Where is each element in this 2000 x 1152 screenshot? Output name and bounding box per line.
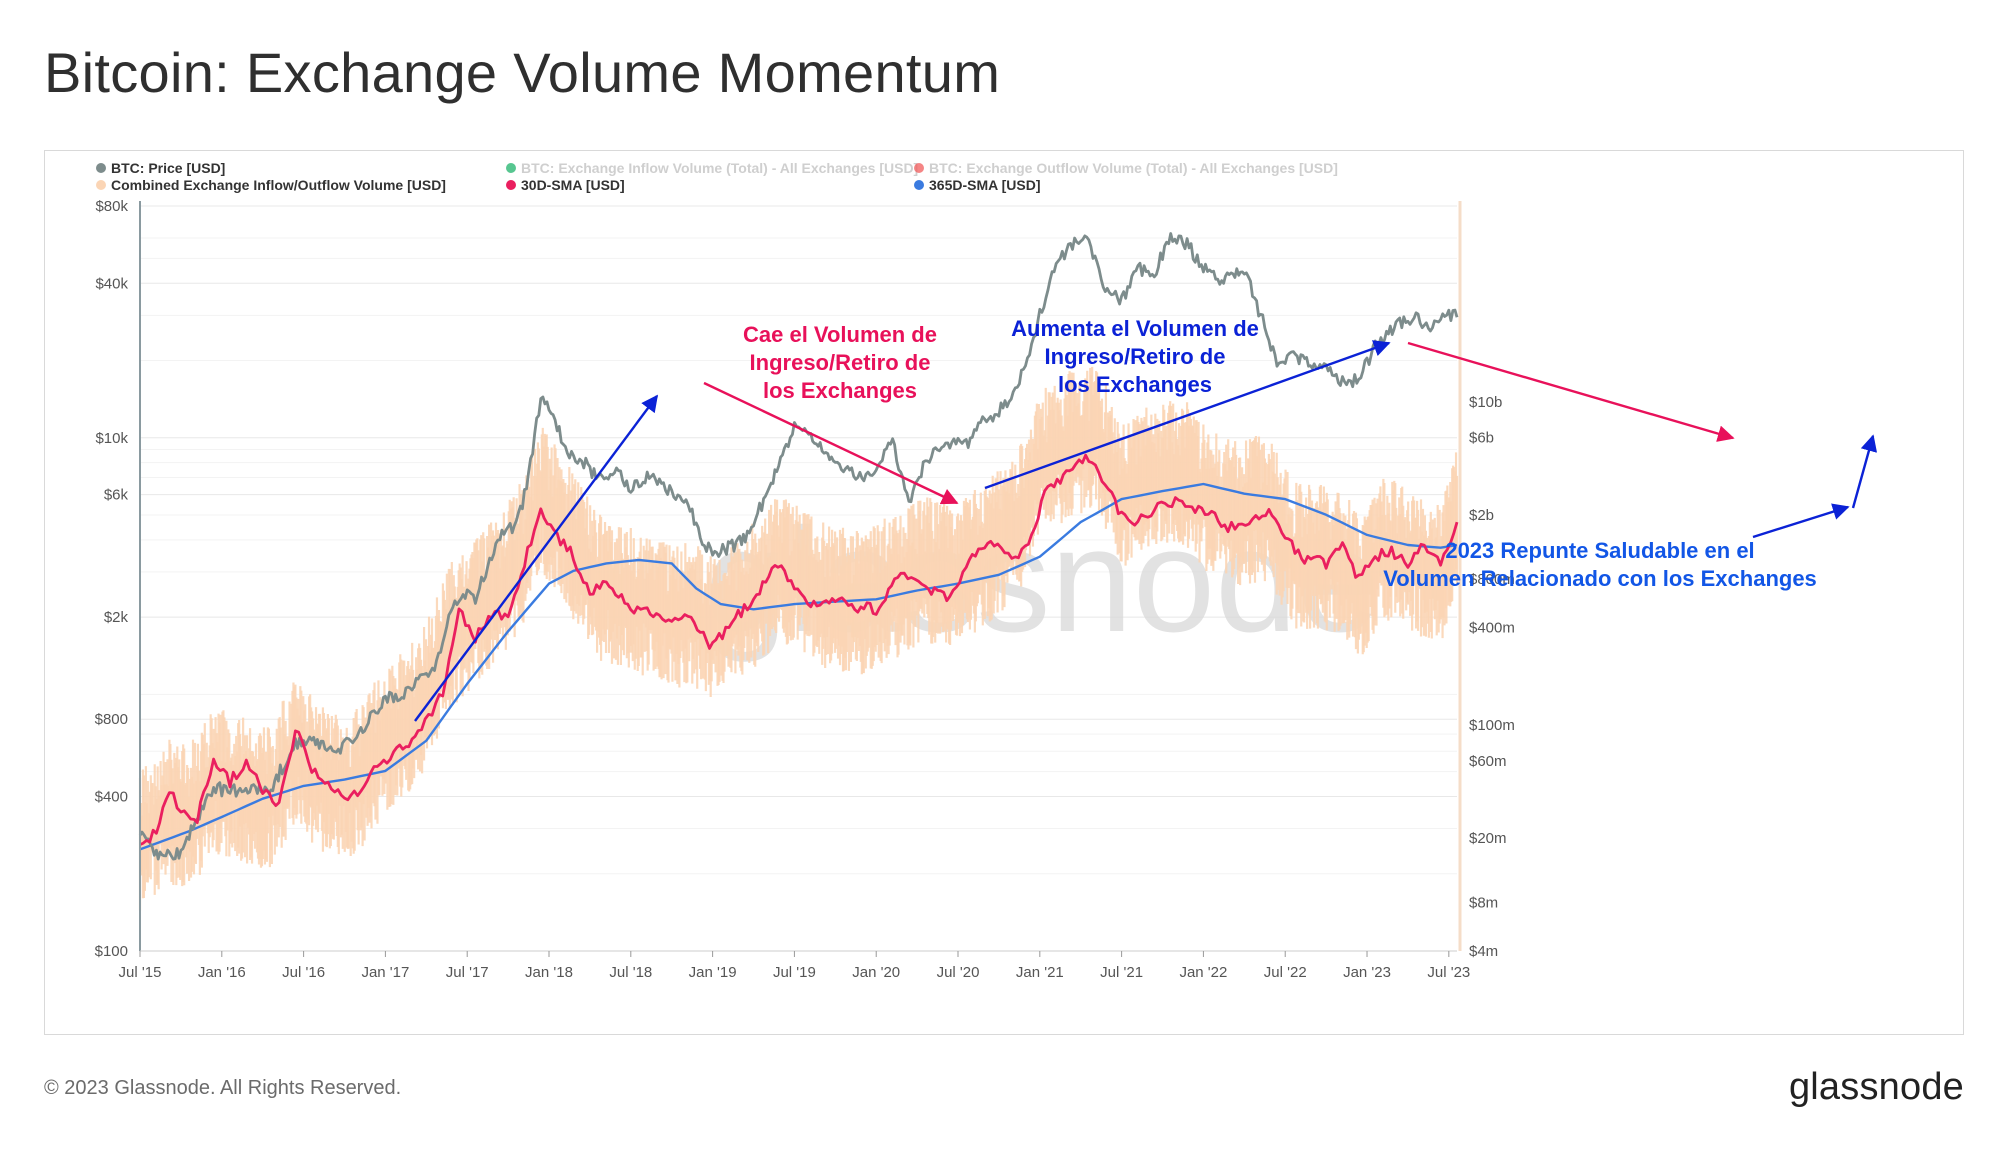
y-left-tick-label: $100 (95, 943, 128, 960)
y-right-tick-label: $8m (1469, 894, 1498, 911)
sma365-series (139, 482, 1458, 851)
x-tick-label: Jan '17 (361, 964, 409, 981)
x-tick-label: Jan '16 (198, 964, 246, 981)
legend-marker (506, 180, 516, 190)
arrow-decline-2018 (703, 381, 959, 505)
sma365-line (139, 482, 1458, 851)
x-tick-label: Jul '23 (1427, 964, 1470, 981)
arrow-rise-2019-2021 (984, 340, 1391, 490)
arrow-rally-2017 (414, 394, 659, 722)
annotation-text: los Exchanges (763, 378, 917, 403)
x-tick-label: Jul '16 (282, 964, 325, 981)
sma30-series (139, 453, 1459, 846)
legend-marker (914, 163, 924, 173)
y-right-tick-label: $6b (1469, 430, 1494, 447)
axes: $100 $400 $800 $2k $6k $10k $40k $80k $4m $8m $20m… (95, 198, 1515, 981)
annotation-text: 2023 Repunte Saludable en el (1445, 538, 1754, 563)
annotation-text: Cae el Volumen de (743, 322, 937, 347)
legend-marker (914, 180, 924, 190)
chart-frame: glassnode $100 $400 $800 $2k $6k $10k $40k $80k… (44, 150, 1964, 1035)
glassnode-logo: glassnode (1788, 1066, 1964, 1108)
legend-marker (96, 180, 106, 190)
y-right-tick-label: $800m (1469, 571, 1515, 588)
arrow-2023-a (1752, 503, 1850, 539)
legend-marker (506, 163, 516, 173)
legend-label: 30D-SMA [USD] (521, 177, 625, 193)
x-tick-label: Jul '20 (937, 964, 980, 981)
exchange-volume-chart: glassnode $100$400$800$2k$6k$10k$40k$80k… (95, 160, 1878, 981)
y-right-tick-label: $10b (1469, 394, 1502, 411)
annotation-text: los Exchanges (1058, 372, 1212, 397)
x-tick-label: Jul '15 (119, 964, 162, 981)
legend-label: BTC: Exchange Inflow Volume (Total) - Al… (521, 160, 918, 176)
annotation-text: Ingreso/Retiro de (1045, 344, 1226, 369)
legend-label: Combined Exchange Inflow/Outflow Volume … (111, 177, 446, 193)
y-right-tick-label: $2b (1469, 507, 1494, 524)
x-tick-label: Jan '18 (525, 964, 573, 981)
y-left-tick-label: $800 (95, 711, 128, 728)
x-tick-label: Jul '17 (446, 964, 489, 981)
annotation-text: Aumenta el Volumen de (1011, 316, 1259, 341)
x-tick-label: Jul '21 (1100, 964, 1143, 981)
arrow-decline-2022 (1407, 341, 1735, 442)
sma30-line (139, 453, 1459, 846)
y-left-tick-label: $400 (95, 788, 128, 805)
y-right-tick-label: $400m (1469, 620, 1515, 637)
y-left-tick-label: $10k (95, 430, 128, 447)
x-tick-label: Jul '18 (609, 964, 652, 981)
page-title: Bitcoin: Exchange Volume Momentum (44, 41, 1001, 104)
y-right-tick-label: $100m (1469, 717, 1515, 734)
price-line (138, 232, 1459, 861)
y-left-tick-label: $6k (104, 487, 129, 504)
x-tick-label: Jul '22 (1264, 964, 1307, 981)
y-left-tick-label: $2k (104, 609, 129, 626)
legend-label: 365D-SMA [USD] (929, 177, 1041, 193)
x-tick-label: Jan '21 (1016, 964, 1064, 981)
y-left-tick-label: $80k (95, 198, 128, 215)
annotation-text: Ingreso/Retiro de (750, 350, 931, 375)
x-tick-label: Jul '19 (773, 964, 816, 981)
y-right-tick-label: $60m (1469, 753, 1507, 770)
legend-label: BTC: Exchange Outflow Volume (Total) - A… (929, 160, 1338, 176)
copyright-text: © 2023 Glassnode. All Rights Reserved. (44, 1077, 402, 1099)
y-left-tick-label: $40k (95, 275, 128, 292)
x-tick-label: Jan '23 (1343, 964, 1391, 981)
x-tick-label: Jan '22 (1179, 964, 1227, 981)
legend-marker (96, 163, 106, 173)
price-series (138, 232, 1459, 861)
annotations: Cae el Volumen de Ingreso/Retiro de los Ex… (414, 316, 1878, 722)
y-right-tick-label: $20m (1469, 830, 1507, 847)
x-tick-label: Jan '20 (852, 964, 900, 981)
arrow-2023-b (1851, 434, 1878, 509)
legend: BTC: Price [USD] BTC: Exchange Inflow Vol… (96, 160, 1338, 193)
x-tick-label: Jan '19 (689, 964, 737, 981)
annotation-text: Volumen Relacionado con los Exchanges (1383, 566, 1817, 591)
y-right-tick-label: $4m (1469, 943, 1498, 960)
legend-label: BTC: Price [USD] (111, 160, 225, 176)
